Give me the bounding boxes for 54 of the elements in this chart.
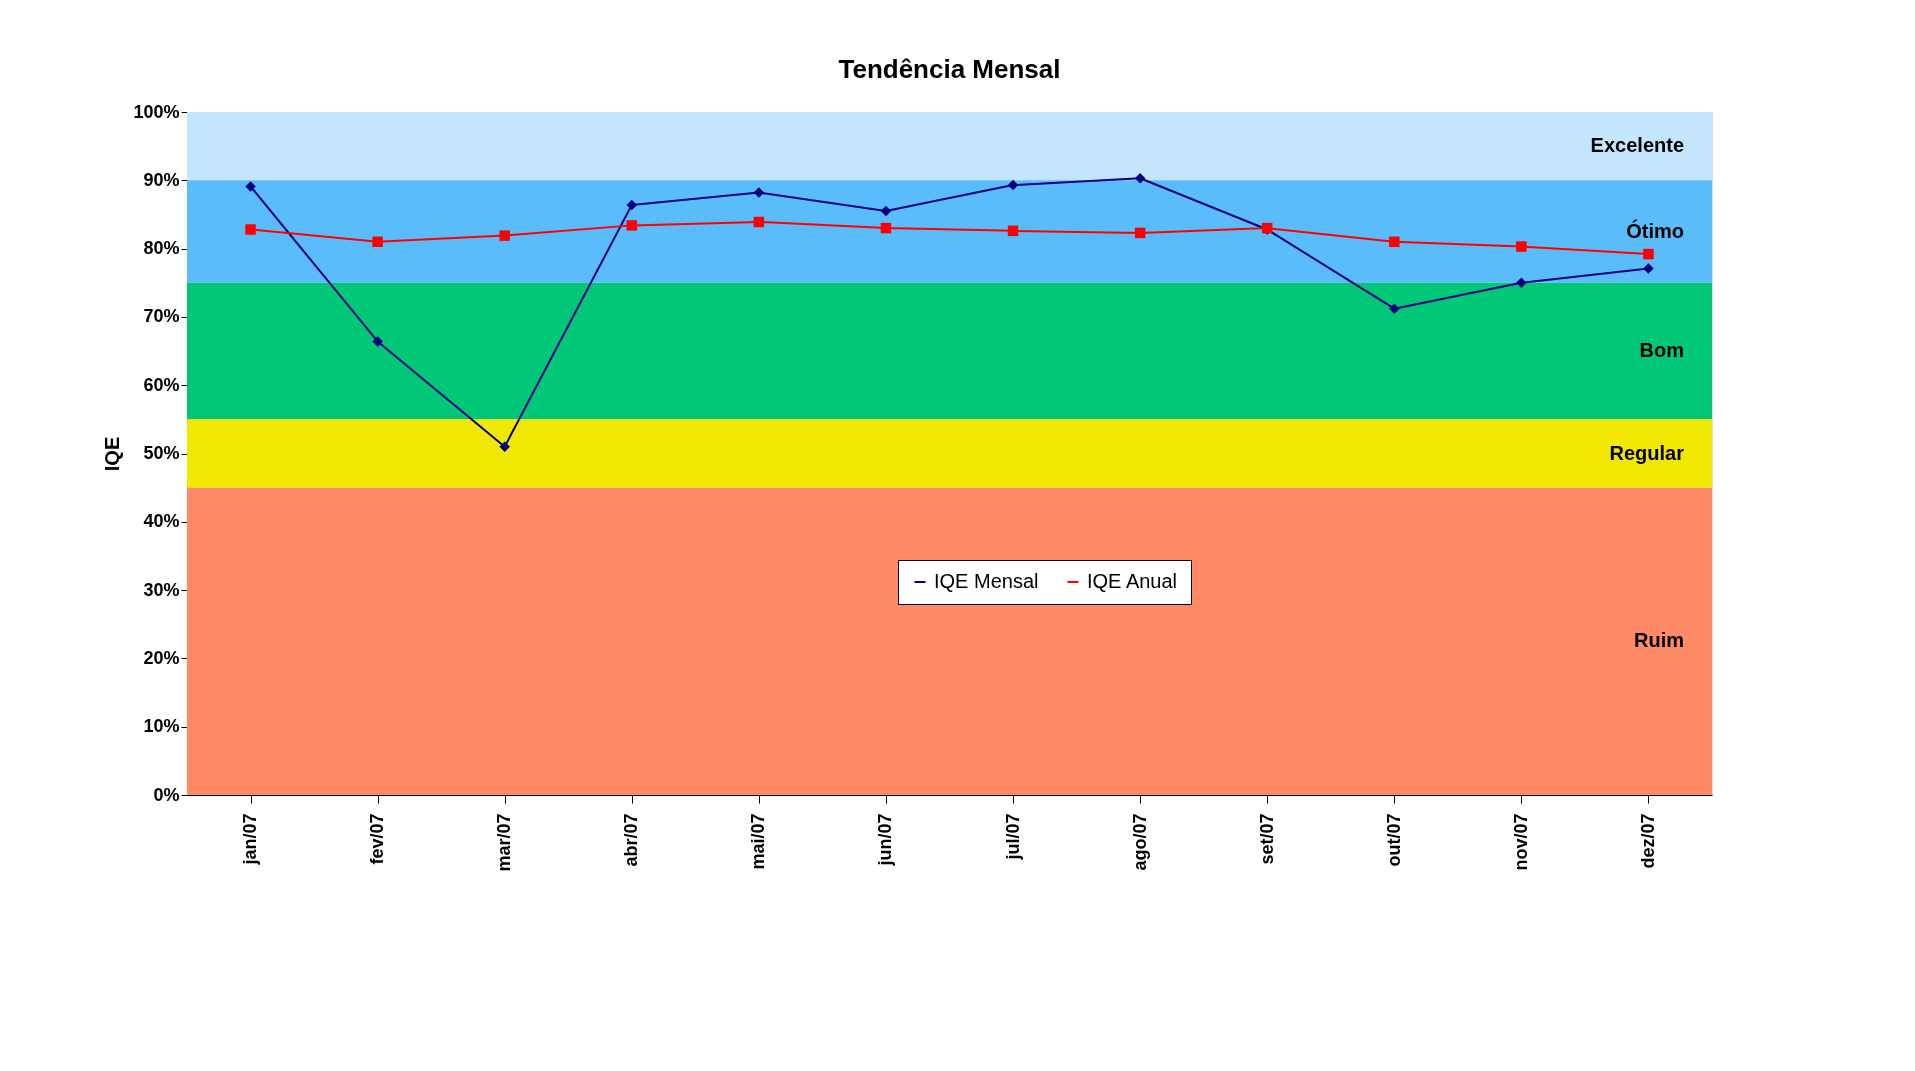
point xyxy=(753,216,765,228)
y-tick-label: 30% xyxy=(143,579,180,600)
point xyxy=(880,205,892,217)
x-tick-label: jan/07 xyxy=(240,813,261,866)
y-tick-label: 70% xyxy=(143,306,180,327)
x-tick-label: nov/07 xyxy=(1510,813,1531,871)
point xyxy=(245,224,256,235)
band-label: Ótimo xyxy=(1626,218,1684,242)
band-label: Ruim xyxy=(1634,629,1684,652)
x-tick-label: mar/07 xyxy=(494,813,515,872)
point xyxy=(626,199,638,211)
point xyxy=(1134,173,1146,184)
point xyxy=(1389,303,1400,314)
point xyxy=(880,222,892,234)
y-tick-label: 40% xyxy=(143,511,180,532)
y-tick-label: 60% xyxy=(143,374,180,395)
x-tick-label: jul/07 xyxy=(1002,813,1023,861)
x-tick-label: fev/07 xyxy=(367,813,388,865)
point xyxy=(1007,179,1019,191)
y-tick-label: 80% xyxy=(143,238,180,259)
point xyxy=(1389,236,1400,248)
point xyxy=(1643,248,1654,260)
y-tick-label: 10% xyxy=(143,716,180,737)
band-label: Regular xyxy=(1609,441,1685,464)
point xyxy=(372,236,383,248)
x-tick-label: abr/07 xyxy=(621,813,642,867)
y-tick-label: 0% xyxy=(153,784,180,805)
band-label: Excelente xyxy=(1590,134,1684,157)
y-tick-label: 50% xyxy=(143,443,180,463)
point xyxy=(753,187,765,198)
x-tick-label: dez/07 xyxy=(1637,813,1658,869)
point xyxy=(1643,263,1654,274)
x-tick-label: out/07 xyxy=(1383,813,1404,867)
band-label: Bom xyxy=(1639,339,1684,362)
point xyxy=(1007,225,1019,237)
point xyxy=(245,181,256,192)
y-axis-title: IQE xyxy=(101,436,124,472)
y-tick-label: 20% xyxy=(143,647,180,668)
chart-title: Tendência Mensal xyxy=(838,54,1061,84)
point xyxy=(499,441,510,452)
y-tick-label: 100% xyxy=(133,101,180,122)
point xyxy=(372,336,383,347)
legend-label: IQE Anual xyxy=(1087,570,1178,592)
point xyxy=(1516,277,1527,288)
x-tick-label: set/07 xyxy=(1256,813,1277,865)
point xyxy=(1134,227,1146,239)
point xyxy=(626,220,638,231)
point xyxy=(1516,241,1527,252)
x-tick-label: ago/07 xyxy=(1129,813,1150,871)
x-tick-label: jun/07 xyxy=(875,813,896,867)
point xyxy=(499,230,510,241)
y-tick-label: 90% xyxy=(143,169,180,190)
x-tick-label: mai/07 xyxy=(748,813,769,870)
legend-label: IQE Mensal xyxy=(934,570,1039,592)
